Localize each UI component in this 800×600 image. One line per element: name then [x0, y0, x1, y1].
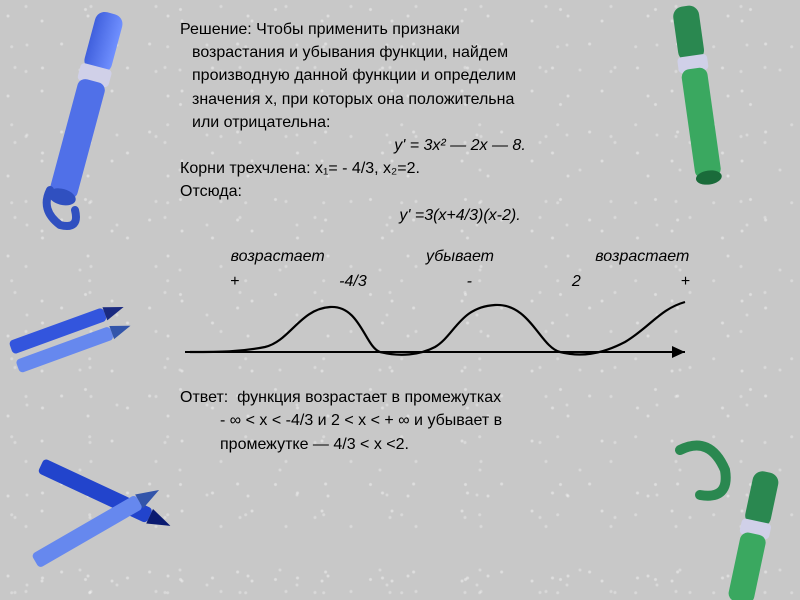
answer-line: функция возрастает в промежутках	[237, 389, 501, 406]
increase-label: возрастает	[231, 245, 325, 268]
sign-row: + -4/3 - 2 +	[180, 270, 740, 293]
root-value: -4/3	[339, 270, 367, 293]
solution-text-block: Решение: Чтобы применить признаки возрас…	[180, 18, 740, 456]
roots-line: Корни трехчлена: x₁= - 4/3, x₂=2.	[180, 157, 740, 180]
paragraph-line: или отрицательна:	[180, 111, 740, 134]
paragraph-line: возрастания и убывания функции, найдем	[180, 41, 740, 64]
crayons-bottom-decoration	[10, 450, 180, 580]
decrease-label: убывает	[426, 245, 494, 268]
crayons-mid-decoration	[0, 290, 140, 380]
answer-label: Ответ:	[180, 389, 228, 406]
answer-block: Ответ: функция возрастает в промежутках	[180, 386, 740, 409]
sign-diagram	[180, 297, 700, 367]
minus-sign: -	[467, 270, 472, 293]
blue-marker-decoration	[30, 0, 140, 230]
derivative-equation: y' = 3x² — 2x — 8.	[180, 134, 740, 157]
paragraph-line: производную данной функции и определим	[180, 64, 740, 87]
plus-sign: +	[681, 270, 690, 293]
answer-line: промежутке — 4/3 < x <2.	[180, 433, 740, 456]
factored-equation: y' =3(x+4/3)(x-2).	[180, 204, 740, 227]
paragraph-line: Решение: Чтобы применить признаки	[180, 18, 740, 41]
root-value: 2	[572, 270, 581, 293]
monotonicity-labels: возрастает убывает возрастает	[180, 245, 740, 268]
increase-label: возрастает	[595, 245, 689, 268]
plus-sign: +	[230, 270, 239, 293]
hence-line: Отсюда:	[180, 180, 740, 203]
answer-line: - ∞ < x < -4/3 и 2 < x < + ∞ и убывает в	[180, 409, 740, 432]
paragraph-line: значения х, при которых она положительна	[180, 88, 740, 111]
